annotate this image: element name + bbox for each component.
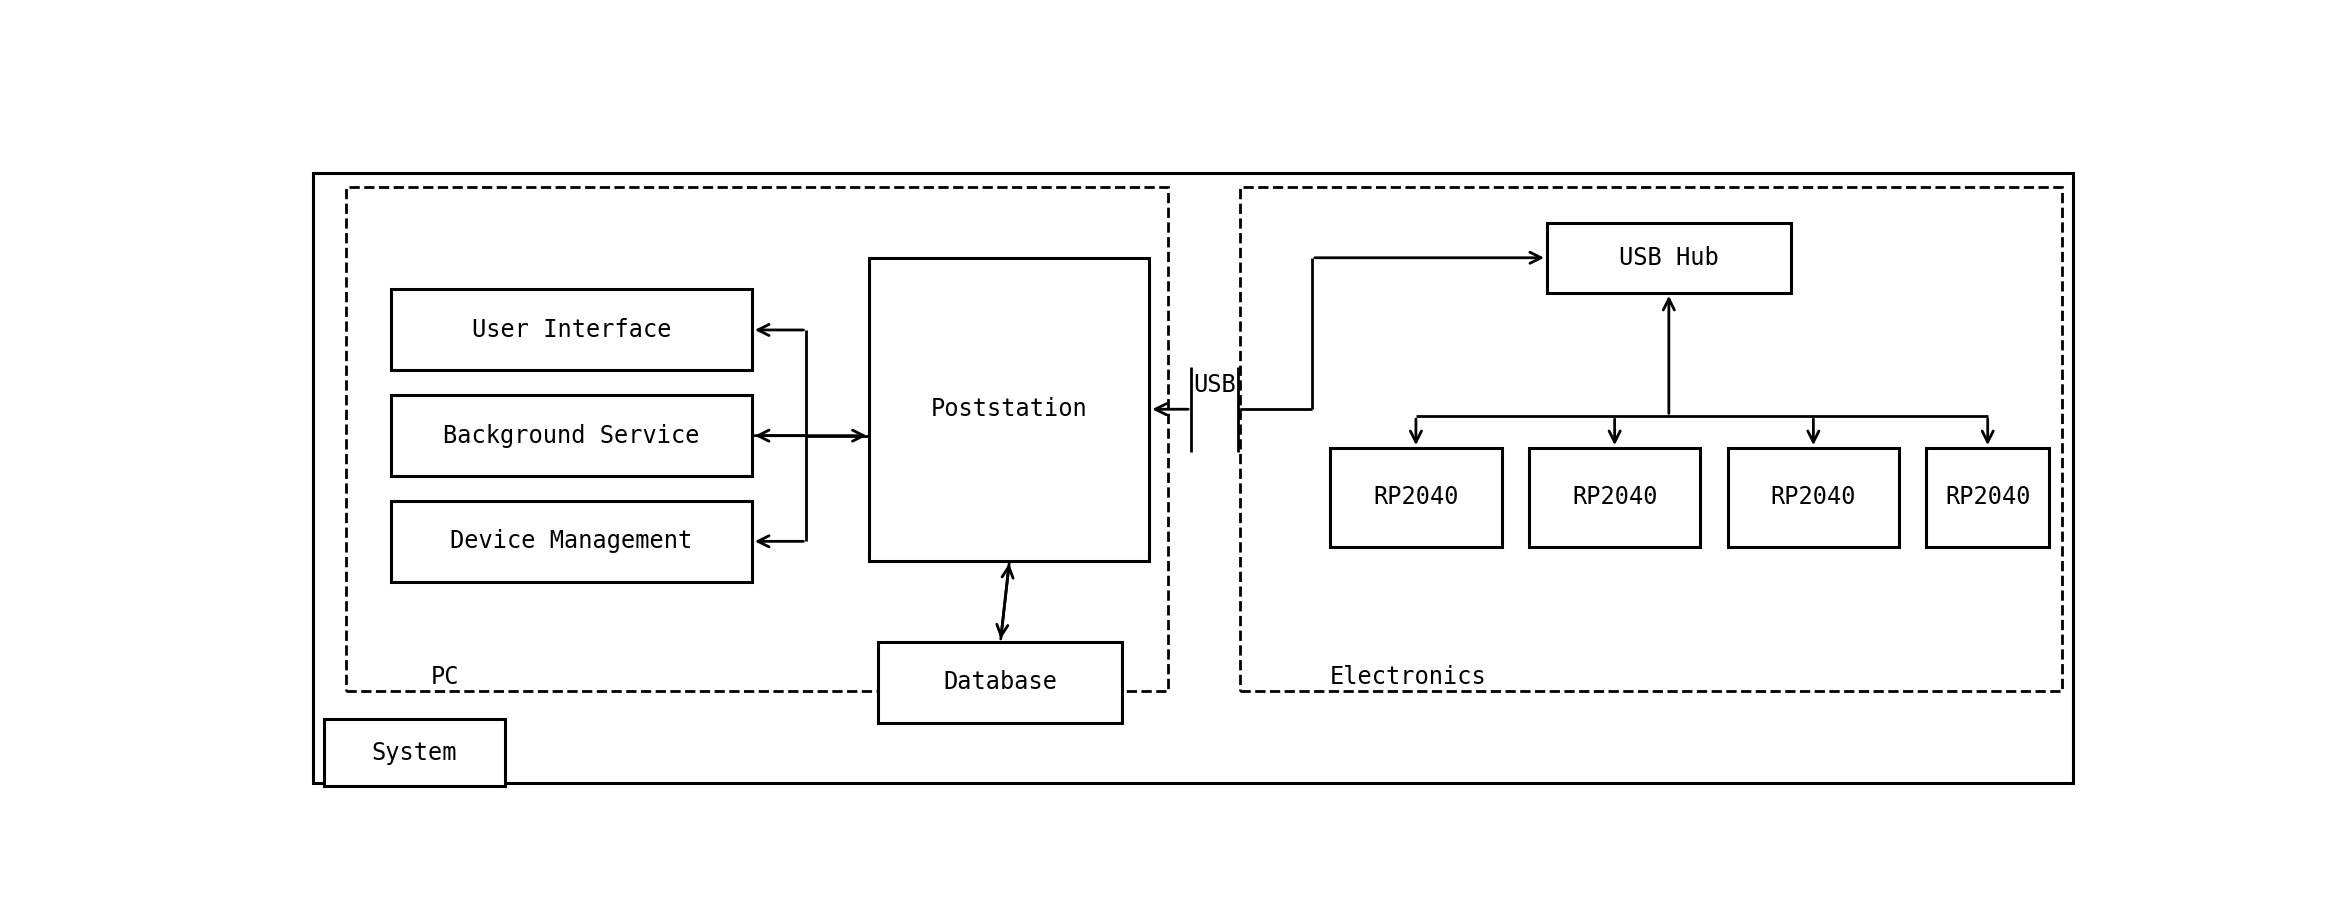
FancyBboxPatch shape <box>392 289 753 371</box>
Text: Background Service: Background Service <box>443 424 699 447</box>
FancyBboxPatch shape <box>324 719 503 786</box>
FancyBboxPatch shape <box>392 501 753 582</box>
FancyBboxPatch shape <box>1331 448 1501 546</box>
FancyBboxPatch shape <box>1925 448 2049 546</box>
Text: Device Management: Device Management <box>450 530 692 554</box>
Text: RP2040: RP2040 <box>1944 485 2030 510</box>
FancyBboxPatch shape <box>312 173 2072 782</box>
FancyBboxPatch shape <box>1548 222 1790 293</box>
Text: Poststation: Poststation <box>930 397 1089 421</box>
Text: USB Hub: USB Hub <box>1620 246 1718 270</box>
Text: System: System <box>371 741 457 765</box>
Text: User Interface: User Interface <box>471 318 671 342</box>
FancyBboxPatch shape <box>392 395 753 476</box>
Text: USB: USB <box>1193 372 1235 396</box>
Text: RP2040: RP2040 <box>1571 485 1657 510</box>
FancyBboxPatch shape <box>869 258 1149 561</box>
FancyBboxPatch shape <box>1727 448 1900 546</box>
FancyBboxPatch shape <box>1529 448 1702 546</box>
Text: RP2040: RP2040 <box>1373 485 1459 510</box>
Text: Electronics: Electronics <box>1329 665 1487 689</box>
Text: RP2040: RP2040 <box>1772 485 1855 510</box>
FancyBboxPatch shape <box>879 641 1124 723</box>
Text: Database: Database <box>944 671 1058 694</box>
Text: PC: PC <box>431 665 459 689</box>
